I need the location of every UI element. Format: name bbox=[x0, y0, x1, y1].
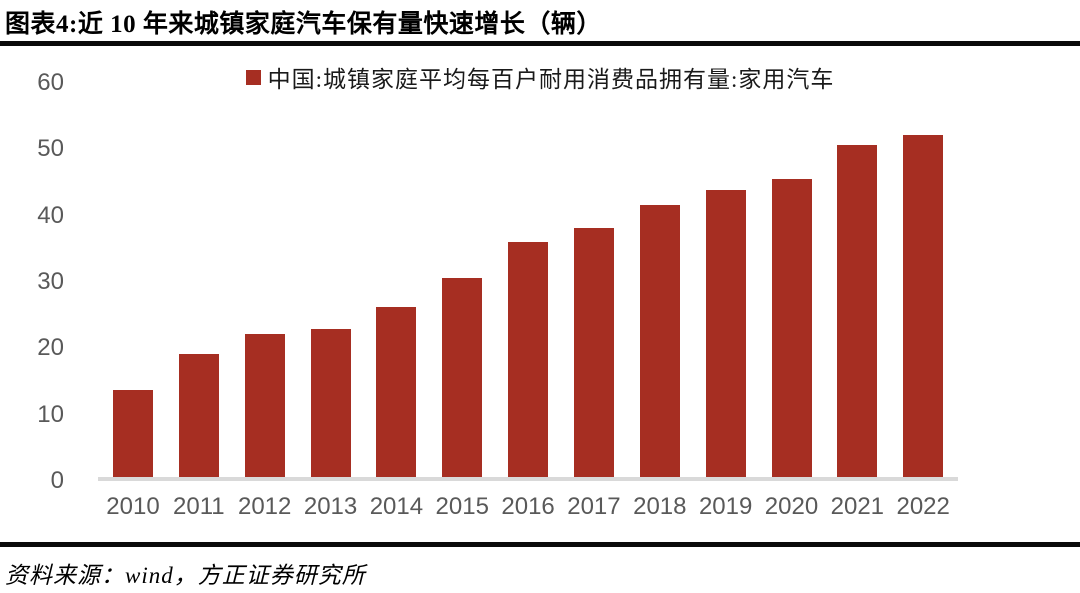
bar-2011 bbox=[178, 353, 219, 477]
y-axis-tick-label: 40 bbox=[37, 201, 64, 229]
x-axis-tick-label: 2021 bbox=[830, 493, 885, 520]
y-axis-tick-label: 60 bbox=[37, 69, 64, 96]
y-axis-tick-label: 50 bbox=[37, 135, 64, 163]
x-axis-tick-label: 2011 bbox=[173, 493, 225, 520]
x-axis-tick-label: 2018 bbox=[633, 493, 687, 520]
bar-2015 bbox=[442, 278, 483, 477]
bar-2013 bbox=[310, 329, 351, 477]
x-axis-tick-label: 2016 bbox=[501, 493, 555, 520]
bar-2022 bbox=[903, 134, 944, 477]
chart-title: 图表4:近 10 年来城镇家庭汽车保有量快速增长（辆） bbox=[5, 11, 602, 38]
bar-2021 bbox=[837, 144, 878, 477]
bar-2017 bbox=[573, 228, 614, 477]
title-divider-rule bbox=[0, 41, 1080, 46]
x-axis-tick-label: 2015 bbox=[435, 493, 489, 520]
bar-2010 bbox=[113, 390, 153, 477]
source-note: 资料来源：wind，方正证券研究所 bbox=[5, 563, 366, 588]
x-axis-tick-label: 2013 bbox=[303, 493, 358, 520]
legend-label: 中国:城镇家庭平均每百户耐用消费品拥有量:家用汽车 bbox=[267, 67, 835, 92]
plot-area bbox=[98, 83, 958, 481]
x-axis-tick-label: 2019 bbox=[698, 493, 753, 520]
bar-2016 bbox=[508, 241, 549, 477]
y-axis-tick-label: 20 bbox=[37, 334, 64, 362]
legend: 中国:城镇家庭平均每百户耐用消费品拥有量:家用汽车 bbox=[0, 60, 1080, 94]
x-axis-tick-label: 2014 bbox=[369, 493, 424, 520]
legend-square-icon bbox=[245, 69, 261, 85]
footer-divider-rule bbox=[0, 542, 1080, 547]
bar-2020 bbox=[771, 179, 812, 477]
y-axis-tick-label: 10 bbox=[37, 400, 64, 428]
bar-2018 bbox=[639, 205, 680, 477]
x-axis-tick-label: 2022 bbox=[896, 493, 950, 520]
bar-2019 bbox=[705, 190, 746, 477]
y-axis-tick-label: 30 bbox=[37, 268, 64, 295]
x-axis-tick-label: 2010 bbox=[106, 493, 160, 520]
x-axis-tick-label: 2012 bbox=[237, 493, 292, 520]
bar-2012 bbox=[244, 334, 285, 477]
y-axis-tick-label: 0 bbox=[50, 467, 64, 494]
bar-2014 bbox=[376, 306, 417, 477]
x-axis-tick-label: 2020 bbox=[764, 493, 819, 520]
x-axis-tick-label: 2017 bbox=[567, 493, 621, 520]
